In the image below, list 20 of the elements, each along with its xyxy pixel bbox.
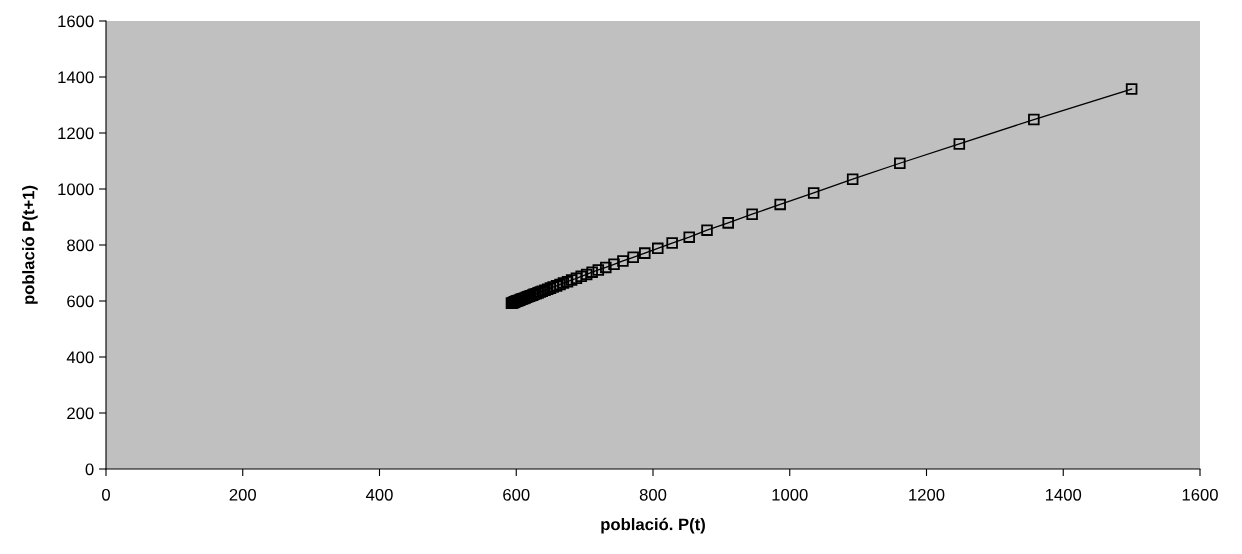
y-tick-label: 200 <box>67 407 94 420</box>
x-axis-title: població. P(t) <box>601 517 705 534</box>
x-tick-label: 1600 <box>1182 488 1218 501</box>
y-tick-label: 1200 <box>58 127 94 140</box>
y-tick-label: 600 <box>67 295 94 308</box>
x-tick-label: 1000 <box>772 488 808 501</box>
y-tick-label: 800 <box>67 239 94 252</box>
x-tick-label: 1400 <box>1045 488 1082 501</box>
y-tick-label: 1600 <box>58 15 94 28</box>
x-tick-label: 600 <box>503 488 530 501</box>
y-tick-label: 0 <box>85 463 94 476</box>
x-tick-label: 400 <box>365 488 393 501</box>
x-tick-label: 200 <box>229 488 256 501</box>
y-tick-label: 1400 <box>58 71 94 84</box>
x-tick-label: 1200 <box>909 488 945 501</box>
y-tick-label: 1000 <box>58 183 94 196</box>
x-tick-label: 800 <box>639 488 667 501</box>
x-tick-label: 0 <box>102 488 110 501</box>
y-axis-title: població P(t+1) <box>21 185 38 304</box>
y-tick-label: 400 <box>66 351 94 364</box>
